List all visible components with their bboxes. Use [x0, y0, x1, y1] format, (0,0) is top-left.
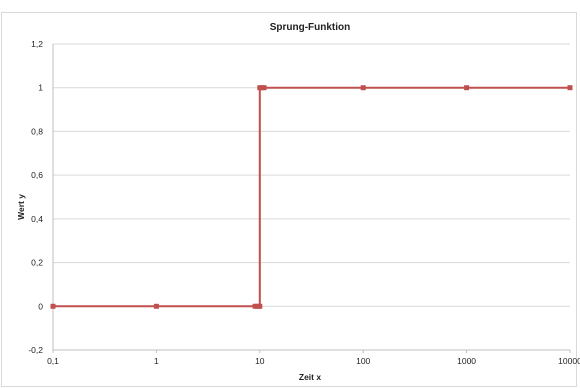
- data-point: [153, 303, 159, 309]
- data-point: [257, 303, 263, 309]
- gridlines: [53, 43, 570, 307]
- y-tick-label: 0,6: [31, 170, 43, 180]
- data-point: [360, 85, 366, 91]
- x-tick-labels: 0,1 1 10 100 1000 10000: [47, 356, 580, 366]
- y-tick-label: -0,2: [28, 345, 43, 355]
- x-tick-label: 10: [255, 356, 265, 366]
- series-layer: [50, 85, 573, 309]
- x-tick-label: 1000: [457, 356, 476, 366]
- y-axis-label: Wert y: [16, 194, 26, 220]
- y-tick-label: 0,4: [31, 214, 43, 224]
- data-point: [261, 85, 267, 91]
- y-tick-labels: -0,2 0 0,2 0,4 0,6 0,8 1 1,2: [28, 39, 43, 355]
- y-tick-label: 0,8: [31, 126, 43, 136]
- data-point: [567, 85, 573, 91]
- x-tick-label: 0,1: [47, 356, 59, 366]
- chart-title: Sprung-Funktion: [270, 22, 351, 33]
- chart-border: [1, 12, 577, 387]
- x-tick-label: 100: [356, 356, 370, 366]
- x-tick-label: 10000: [558, 356, 580, 366]
- axes: [52, 44, 571, 353]
- x-tick-label: 1: [154, 356, 159, 366]
- y-tick-label: 1: [38, 83, 43, 93]
- x-axis-label: Zeit x: [299, 372, 321, 382]
- data-point: [464, 85, 470, 91]
- data-point: [50, 303, 56, 309]
- y-tick-label: 0,2: [31, 258, 43, 268]
- y-tick-label: 1,2: [31, 39, 43, 49]
- y-tick-label: 0: [38, 301, 43, 311]
